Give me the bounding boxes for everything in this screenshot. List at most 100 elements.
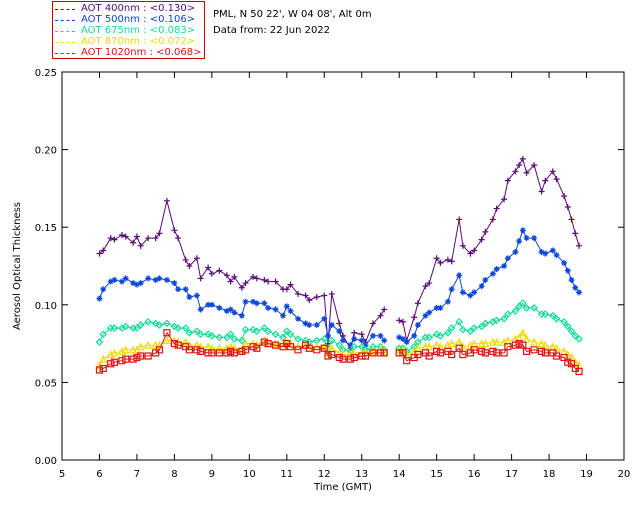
data-point [523,235,530,242]
data-point [433,304,440,311]
data-point [265,304,272,311]
data-point [174,341,182,349]
data-point [515,302,523,311]
data-point [448,350,456,359]
y-tick-label: 0.10 [35,301,57,312]
data-point [403,357,411,365]
data-point [447,339,456,348]
data-point [295,290,302,297]
data-point [226,342,235,351]
data-point [241,346,250,354]
data-point [549,168,556,175]
data-point [313,346,321,354]
data-point [301,336,310,345]
data-point [493,349,501,357]
data-point [136,321,145,329]
data-point [156,275,163,282]
y-tick-label: 0.15 [35,223,57,234]
data-point [549,349,557,357]
data-point [504,255,511,262]
x-tick-label: 20 [618,469,631,480]
series-group [95,155,584,376]
data-point [145,235,152,242]
data-point [436,349,445,357]
data-point [568,276,575,283]
data-point [501,196,508,203]
data-point [399,335,406,342]
legend-item-870nm: AOT 870nm : <0.072> [55,36,205,48]
data-point [466,327,475,336]
data-point [197,306,204,313]
data-point [163,197,170,204]
data-point [459,325,467,334]
data-point [253,344,261,352]
data-point [162,336,171,345]
data-point [362,342,369,349]
legend-swatch [55,53,75,54]
data-point [571,331,580,340]
data-point [181,324,190,332]
data-point [335,341,344,350]
plot-frame [61,71,625,461]
data-point [425,333,434,342]
legend-label: AOT 400nm : <0.130> [81,3,196,14]
data-point [481,349,489,357]
data-point [542,250,549,257]
data-point [261,300,268,307]
data-point [432,330,441,339]
data-point [336,328,343,335]
data-point [186,294,193,301]
data-point [500,314,508,323]
data-point [399,344,407,353]
data-point [410,342,419,351]
data-point [96,250,103,257]
axes: 5 6 7 8 9 10 11 12 13 14 15 16 17 18 19 20 0.00 0.05 0.10 0… [35,68,631,480]
data-point [516,238,523,245]
data-point [301,341,310,349]
data-point [448,258,455,265]
legend-label: AOT 500nm : <0.106> [81,14,196,25]
data-point [130,280,137,287]
data-point [358,331,365,338]
y-tick-label: 0.25 [35,68,57,79]
data-point [523,169,530,176]
data-point [137,280,144,287]
data-point [196,330,205,339]
data-point [512,168,519,175]
data-point [467,292,474,299]
x-tick-label: 12 [318,469,331,480]
x-axis-label: Time (GMT) [313,482,372,493]
data-point [163,319,171,328]
data-point [137,242,144,249]
legend-swatch [55,9,75,10]
data-point [313,321,320,328]
data-point [294,335,302,343]
data-point [516,162,523,169]
x-tick-label: 13 [355,469,368,480]
data-point [283,286,290,293]
data-point [347,342,354,349]
data-point [478,283,485,290]
data-point [145,275,152,282]
data-point [563,322,572,331]
data-point [121,345,130,354]
data-point [425,352,433,360]
x-tick-label: 5 [59,469,65,480]
data-point [561,193,568,200]
data-point [538,188,545,195]
data-point [369,349,377,357]
data-point [302,320,309,327]
data-point [237,336,246,345]
data-point [151,319,160,328]
data-point [531,235,538,242]
data-point [321,315,328,322]
data-point [320,335,329,343]
data-point [306,297,313,304]
data-point [489,216,496,223]
data-point [99,354,108,363]
data-point [171,227,178,234]
data-point [111,236,118,243]
data-point [411,332,418,339]
data-point [553,176,560,183]
